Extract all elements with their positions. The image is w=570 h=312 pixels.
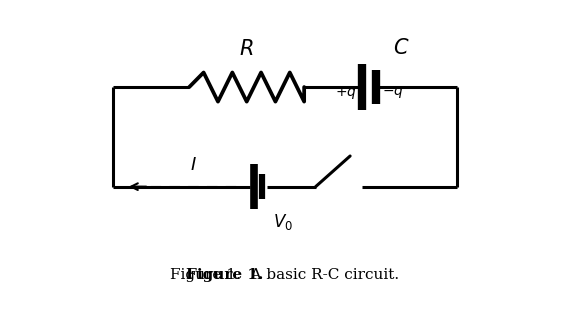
Text: $I$: $I$: [190, 156, 197, 174]
Text: Figure 1.  A basic R-C circuit.: Figure 1. A basic R-C circuit.: [170, 268, 400, 282]
Text: $C$: $C$: [393, 38, 410, 58]
Text: $-q$: $-q$: [382, 85, 404, 100]
Text: $+q$: $+q$: [335, 85, 357, 101]
Text: $R$: $R$: [239, 39, 254, 59]
Text: $V_0$: $V_0$: [273, 212, 293, 232]
Text: Figure 1.: Figure 1.: [186, 268, 263, 282]
